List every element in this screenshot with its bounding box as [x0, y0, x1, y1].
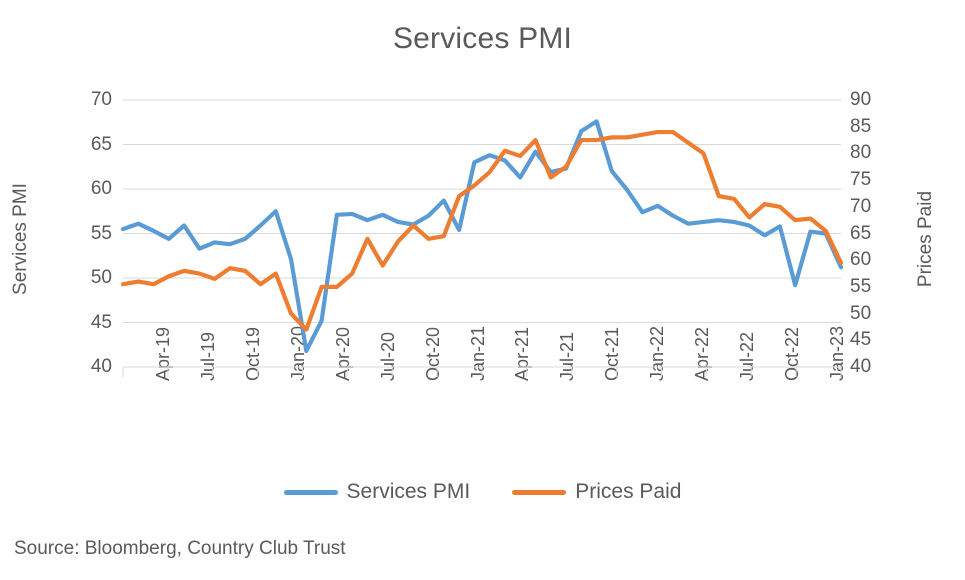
right-axis-tick: 70	[850, 195, 872, 217]
right-axis-tick: 75	[850, 169, 872, 191]
legend-swatch-icon	[283, 489, 338, 495]
right-axis-tick: 60	[850, 249, 872, 271]
legend-item-1[interactable]: Services PMI	[283, 480, 471, 504]
left-axis-tick: 50	[90, 267, 112, 288]
series-line-1	[120, 119, 844, 354]
right-axis-tick: 50	[850, 302, 872, 324]
right-axis-tick: 55	[850, 275, 872, 297]
right-axis-tick: 65	[850, 222, 872, 244]
left-axis-tick: 65	[90, 133, 112, 155]
left-axis-tick: 45	[90, 311, 112, 333]
legend-item-2[interactable]: Prices Paid	[512, 480, 681, 504]
legend-label: Prices Paid	[575, 480, 682, 503]
left-axis-tick-labels: 40 45 50 55 60 65 70	[60, 0, 112, 580]
source-note: Source: Bloomberg, Country Club Trust	[14, 538, 346, 559]
legend-label: Services PMI	[346, 480, 471, 503]
chart-legend: Services PMI Prices Paid	[0, 480, 965, 504]
left-axis-tick: 55	[90, 222, 112, 244]
right-axis-tick: 85	[850, 115, 872, 137]
right-axis-tick: 80	[850, 142, 872, 164]
legend-swatch-icon	[512, 489, 567, 495]
chart-title: Services PMI	[392, 22, 573, 55]
series-line-2	[120, 129, 844, 332]
gridlines	[123, 99, 841, 368]
left-axis-tick: 70	[90, 89, 112, 110]
left-axis-tick: 60	[90, 178, 112, 199]
right-axis-tick: 45	[850, 329, 872, 351]
right-axis-tick-labels: 40 45 50 55 60 65 70 75 80 85 90	[850, 0, 898, 580]
right-axis-tick: 90	[850, 89, 872, 110]
x-axis	[122, 366, 842, 377]
right-axis-tick: 40	[850, 356, 872, 377]
left-axis-tick: 40	[90, 356, 112, 377]
